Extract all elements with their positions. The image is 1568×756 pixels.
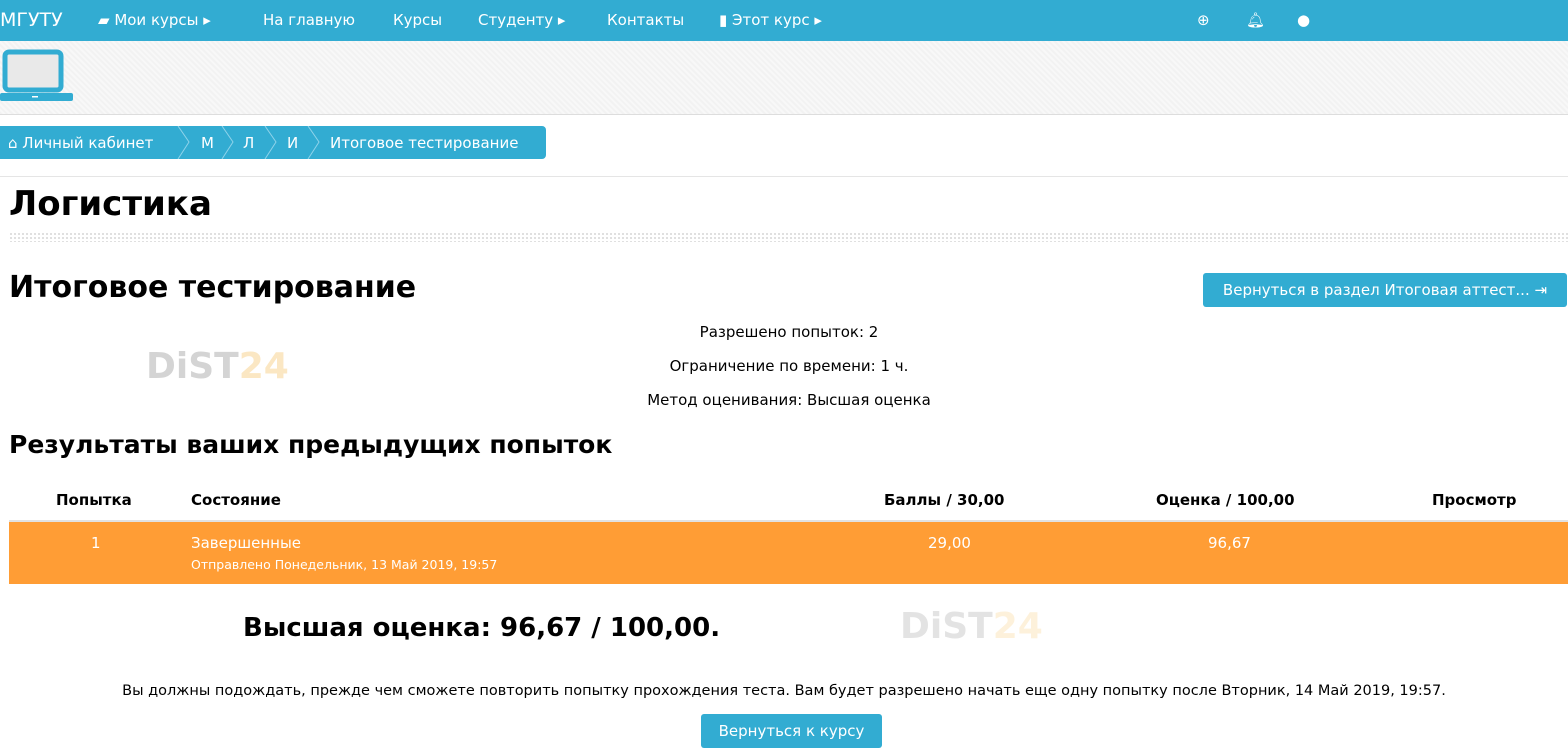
dist24-watermark: DiST24 [146,346,289,387]
col-points: Баллы / 30,00 [884,491,1005,509]
divider [0,176,1568,177]
attempt-state: Завершенные [191,534,302,552]
download-icon[interactable]: ⊕ [1197,11,1210,29]
results-heading: Результаты ваших предыдущих попыток [9,430,613,459]
attempt-points: 29,00 [928,534,971,552]
briefcase-icon: ▰ [98,11,115,29]
book-icon: ▮ [719,11,733,29]
time-limit: Ограничение по времени: 1 ч. [669,357,909,375]
breadcrumb-item-dashboard[interactable]: ⌂ Личный кабинет [8,134,153,152]
attempts-allowed: Разрешено попыток: 2 [699,323,879,341]
home-icon: ⌂ [8,134,23,152]
col-attempt: Попытка [56,491,132,509]
laptop-logo-icon[interactable] [0,49,75,113]
breadcrumb-item-current[interactable]: Итоговое тестирование [330,134,519,152]
course-title: Логистика [9,184,212,224]
label: Студенту [478,11,554,29]
label: Мои курсы [114,11,199,29]
wait-message: Вы должны подождать, прежде чем сможете … [122,683,1446,699]
best-grade: Высшая оценка: 96,67 / 100,00. [243,613,721,643]
breadcrumb-item[interactable]: И [287,134,299,152]
attempt-number: 1 [91,534,101,552]
grading-method: Метод оценивания: Высшая оценка [647,391,931,409]
menu-student[interactable]: Студенту ▸ [478,11,566,29]
col-grade: Оценка / 100,00 [1156,491,1295,509]
sign-in-icon: ⇥ [1534,281,1548,299]
chevron-separator-icon [221,126,234,159]
table-row: 1 Завершенные Отправлено Понедельник, 13… [9,520,1568,584]
menu-home[interactable]: На главную [263,11,356,29]
label: Вернуться в раздел Итоговая аттест... [1222,281,1530,299]
col-review: Просмотр [1432,491,1517,509]
bell-icon[interactable]: 🔔︎ [1246,11,1266,29]
menu-this-course[interactable]: ▮ Этот курс ▸ [719,11,822,29]
brand-link[interactable]: МГУТУ [0,9,63,31]
label: Этот курс [732,11,810,29]
menu-contacts[interactable]: Контакты [607,11,685,29]
dotted-divider [9,232,1568,242]
quiz-title: Итоговое тестирование [9,270,417,305]
attempt-grade: 96,67 [1208,534,1251,552]
top-navbar: МГУТУ ▰ Мои курсы ▸ На главную Курсы Сту… [0,0,1568,41]
header-banner [0,41,1568,115]
breadcrumb-item[interactable]: М [201,134,214,152]
back-to-section-button[interactable]: Вернуться в раздел Итоговая аттест... ⇥ [1203,273,1567,307]
menu-my-courses[interactable]: ▰ Мои курсы ▸ [98,11,211,29]
chat-icon[interactable]: ● [1297,11,1311,29]
label: Личный кабинет [22,134,154,152]
breadcrumb: ⌂ Личный кабинет М Л И Итоговое тестиров… [0,126,546,159]
back-to-course-button[interactable]: Вернуться к курсу [701,714,882,748]
col-state: Состояние [191,491,281,509]
menu-courses[interactable]: Курсы [393,11,443,29]
chevron-separator-icon [177,126,190,159]
chevron-separator-icon [307,126,320,159]
attempt-submitted: Отправлено Понедельник, 13 Май 2019, 19:… [191,557,498,572]
chevron-separator-icon [264,126,277,159]
breadcrumb-item[interactable]: Л [243,134,255,152]
dist24-watermark: DiST24 [900,606,1043,647]
